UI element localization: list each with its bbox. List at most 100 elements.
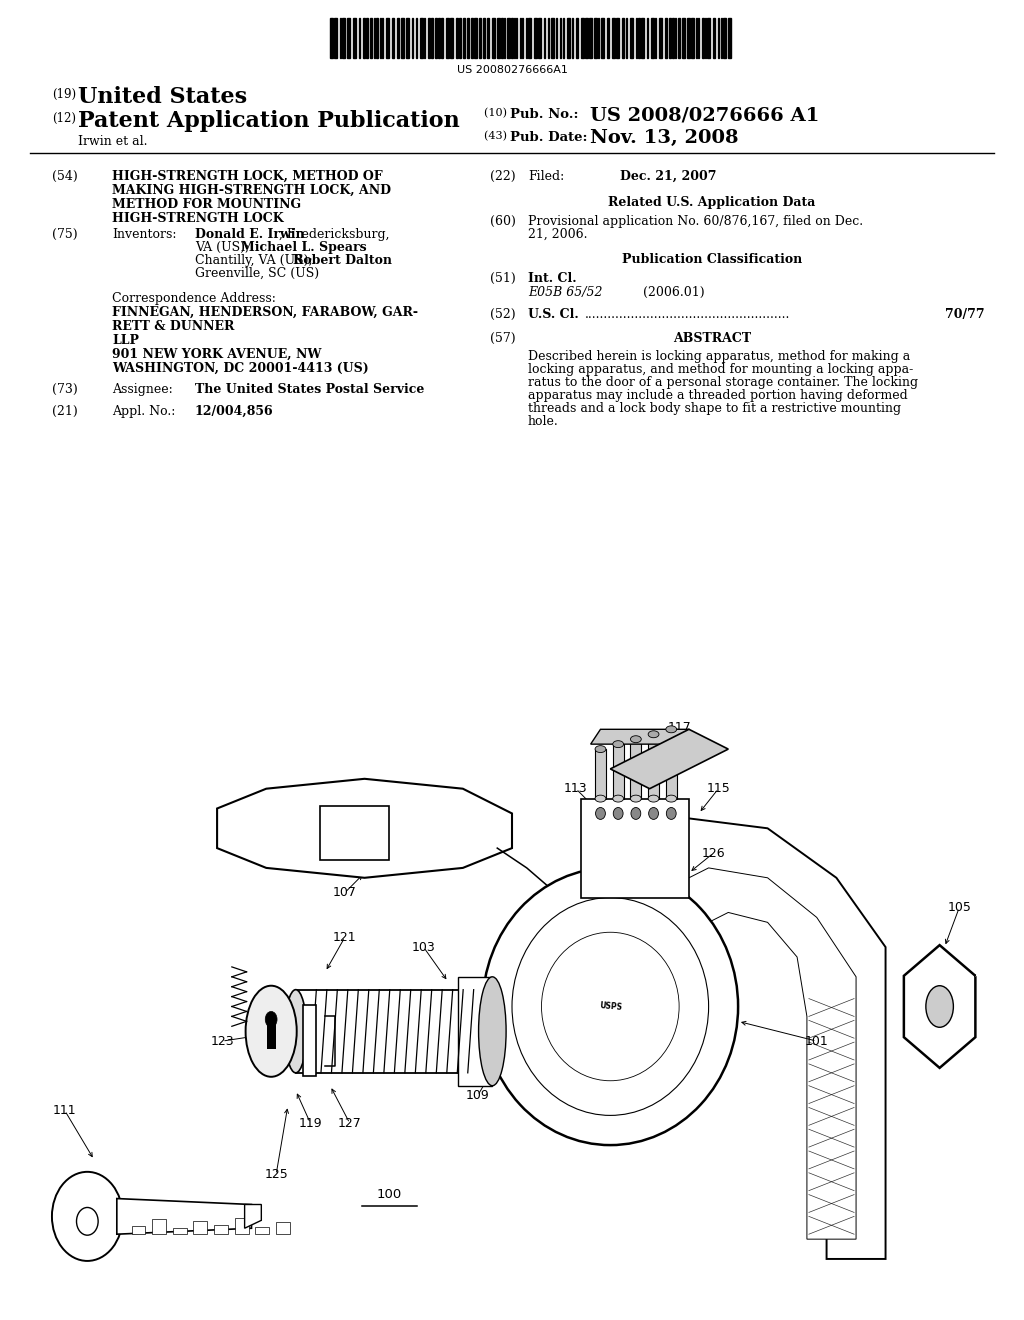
Ellipse shape bbox=[648, 808, 658, 820]
Text: 100: 100 bbox=[377, 1188, 401, 1201]
Bar bbox=[401, 18, 404, 58]
Text: USPS: USPS bbox=[599, 1001, 622, 1012]
Text: U.S. Cl.: U.S. Cl. bbox=[528, 308, 579, 321]
Bar bbox=[458, 977, 493, 1085]
Ellipse shape bbox=[648, 731, 659, 738]
Ellipse shape bbox=[612, 795, 624, 803]
Text: Robert Dalton: Robert Dalton bbox=[293, 253, 392, 267]
Text: (22): (22) bbox=[490, 170, 516, 183]
Bar bbox=[507, 18, 510, 58]
Text: (60): (60) bbox=[490, 215, 516, 228]
Ellipse shape bbox=[648, 795, 659, 803]
Text: (43): (43) bbox=[484, 131, 511, 141]
Polygon shape bbox=[904, 945, 976, 1068]
Text: ratus to the door of a personal storage container. The locking: ratus to the door of a personal storage … bbox=[528, 376, 919, 389]
Text: VA (US);: VA (US); bbox=[195, 242, 253, 253]
Bar bbox=[648, 734, 659, 799]
Bar bbox=[669, 18, 671, 58]
Bar bbox=[392, 18, 394, 58]
Text: Int. Cl.: Int. Cl. bbox=[528, 272, 577, 285]
Bar bbox=[483, 18, 485, 58]
Ellipse shape bbox=[596, 808, 605, 820]
Bar bbox=[538, 18, 541, 58]
Bar bbox=[651, 18, 654, 58]
Bar bbox=[334, 18, 337, 58]
Polygon shape bbox=[610, 729, 728, 788]
Text: Filed:: Filed: bbox=[528, 170, 564, 183]
Text: 121: 121 bbox=[333, 931, 356, 944]
Bar bbox=[467, 18, 469, 58]
Text: United States: United States bbox=[78, 86, 247, 108]
Bar bbox=[450, 18, 453, 58]
Bar bbox=[303, 1005, 316, 1076]
Bar bbox=[575, 18, 578, 58]
Bar bbox=[534, 18, 537, 58]
Bar bbox=[638, 18, 640, 58]
Bar bbox=[630, 18, 633, 58]
Bar bbox=[330, 18, 333, 58]
Bar bbox=[456, 18, 458, 58]
Bar bbox=[376, 18, 378, 58]
Bar bbox=[728, 18, 731, 58]
Ellipse shape bbox=[246, 986, 297, 1077]
Text: 12/004,856: 12/004,856 bbox=[195, 405, 273, 418]
Ellipse shape bbox=[926, 986, 953, 1027]
Text: 113: 113 bbox=[564, 783, 588, 795]
Bar bbox=[438, 18, 440, 58]
Text: .....................................................: ........................................… bbox=[585, 308, 791, 321]
Bar bbox=[153, 1220, 166, 1234]
Bar bbox=[612, 744, 624, 799]
Bar bbox=[631, 739, 641, 799]
Polygon shape bbox=[649, 869, 856, 1239]
Text: Michael L. Spears: Michael L. Spears bbox=[241, 242, 367, 253]
Text: (19): (19) bbox=[52, 88, 76, 102]
Text: (10): (10) bbox=[484, 108, 511, 119]
Text: Chantilly, VA (US);: Chantilly, VA (US); bbox=[195, 253, 316, 267]
Ellipse shape bbox=[667, 808, 676, 820]
Text: US 2008/0276666 A1: US 2008/0276666 A1 bbox=[590, 106, 819, 124]
Text: Described herein is locking apparatus, method for making a: Described herein is locking apparatus, m… bbox=[528, 350, 910, 363]
Bar bbox=[601, 18, 604, 58]
Text: , Fredericksburg,: , Fredericksburg, bbox=[279, 228, 389, 242]
Bar bbox=[321, 805, 389, 861]
Ellipse shape bbox=[285, 990, 306, 1073]
Bar bbox=[234, 1218, 249, 1234]
Text: (12): (12) bbox=[52, 112, 76, 125]
Bar bbox=[173, 1228, 186, 1234]
Text: MAKING HIGH-STRENGTH LOCK, AND: MAKING HIGH-STRENGTH LOCK, AND bbox=[112, 183, 391, 197]
Text: 119: 119 bbox=[299, 1117, 323, 1130]
Bar bbox=[492, 18, 495, 58]
Text: (75): (75) bbox=[52, 228, 78, 242]
Bar bbox=[595, 748, 606, 799]
Bar bbox=[194, 1221, 207, 1234]
Bar bbox=[528, 18, 531, 58]
Bar bbox=[723, 18, 726, 58]
Text: (54): (54) bbox=[52, 170, 78, 183]
Polygon shape bbox=[117, 1199, 252, 1234]
Text: HIGH-STRENGTH LOCK: HIGH-STRENGTH LOCK bbox=[112, 213, 284, 224]
Text: Provisional application No. 60/876,167, filed on Dec.: Provisional application No. 60/876,167, … bbox=[528, 215, 863, 228]
Bar bbox=[551, 18, 554, 58]
Bar bbox=[131, 1226, 145, 1234]
Bar bbox=[370, 18, 372, 58]
Ellipse shape bbox=[666, 726, 677, 733]
Bar bbox=[682, 18, 685, 58]
Bar bbox=[435, 18, 437, 58]
Text: 115: 115 bbox=[707, 783, 730, 795]
Text: Dec. 21, 2007: Dec. 21, 2007 bbox=[620, 170, 717, 183]
Text: 126: 126 bbox=[701, 846, 725, 859]
Bar bbox=[366, 18, 368, 58]
Text: (73): (73) bbox=[52, 383, 78, 396]
Text: 21, 2006.: 21, 2006. bbox=[528, 228, 588, 242]
Bar bbox=[672, 18, 674, 58]
Text: Pub. No.:: Pub. No.: bbox=[510, 108, 579, 121]
Text: Nov. 13, 2008: Nov. 13, 2008 bbox=[590, 129, 738, 147]
Bar bbox=[511, 18, 513, 58]
Bar bbox=[406, 18, 409, 58]
Bar bbox=[459, 18, 461, 58]
Text: (51): (51) bbox=[490, 272, 516, 285]
Text: METHOD FOR MOUNTING: METHOD FOR MOUNTING bbox=[112, 198, 301, 211]
Bar bbox=[581, 799, 689, 898]
Bar bbox=[497, 18, 500, 58]
Bar bbox=[441, 18, 443, 58]
